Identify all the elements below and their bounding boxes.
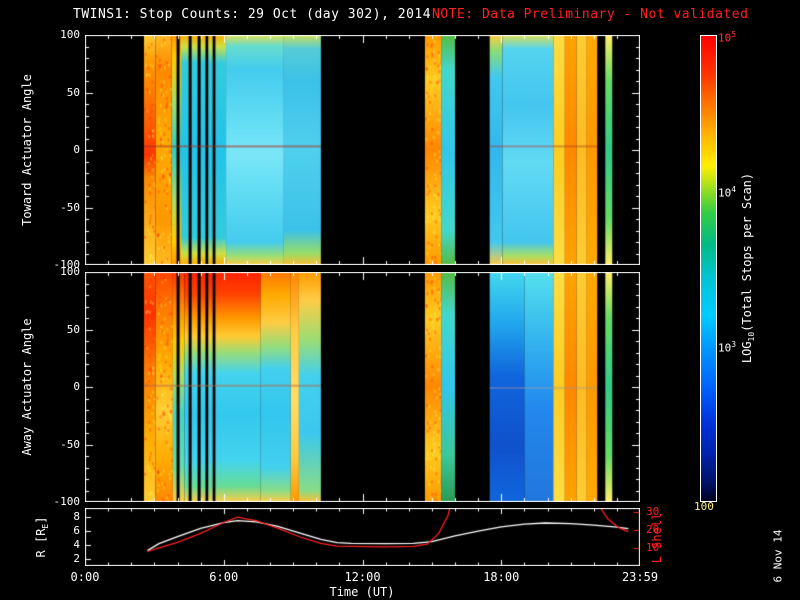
cbtick-10^4: 104	[718, 184, 737, 200]
cbtick-10^3: 103	[718, 340, 737, 355]
colorbar-label: LOG10(Total Stops per Scan)	[739, 172, 757, 364]
xtick-18:00: 18:00	[483, 570, 520, 584]
cbtick-10^5: 105	[718, 30, 737, 45]
ytick-toward-50: 50	[66, 85, 80, 99]
xtick-0:00: 0:00	[70, 570, 100, 584]
toward-axis-label: Toward Actuator Angle	[20, 74, 34, 226]
ytick-toward--100: -100	[53, 258, 81, 271]
plot-title: TWINS1: Stop Counts: 29 Oct (day 302), 2…	[73, 7, 432, 22]
ytick-toward--50: -50	[60, 200, 80, 214]
ytick-lshell-30: 30	[646, 504, 660, 518]
ytick-away--100: -100	[53, 495, 81, 508]
ytick-r-2: 2	[73, 552, 80, 565]
ytick-away-50: 50	[66, 322, 80, 336]
orbit-line-chart	[85, 508, 640, 566]
ytick-lshell-10: 10	[646, 540, 660, 554]
lshell-axis-label: L Shell	[650, 512, 664, 564]
xtick-6:00: 6:00	[209, 570, 239, 584]
ytick-lshell-20: 20	[646, 522, 660, 536]
away-axis-label: Away Actuator Angle	[20, 318, 34, 456]
ytick-r-4: 4	[73, 538, 80, 552]
ytick-away--50: -50	[60, 437, 80, 451]
ytick-away-100: 100	[60, 265, 80, 278]
x-axis-title: Time (UT)	[329, 585, 395, 599]
ytick-toward-0: 0	[73, 143, 80, 156]
ytick-away-0: 0	[73, 380, 80, 393]
ytick-toward-100: 100	[60, 28, 80, 41]
toward-spectrogram	[85, 35, 640, 265]
ytick-r-8: 8	[73, 510, 80, 524]
ytick-r-6: 6	[73, 524, 80, 538]
colorbar	[700, 35, 717, 502]
xtick-12:00: 12:00	[344, 570, 381, 584]
away-spectrogram	[85, 272, 640, 502]
cbtick-100: 100	[694, 500, 714, 513]
date-stamp: 6 Nov 14	[771, 529, 785, 583]
xtick-23:59: 23:59	[621, 570, 659, 584]
preliminary-note: NOTE: Data Preliminary - Not validated	[432, 7, 749, 22]
